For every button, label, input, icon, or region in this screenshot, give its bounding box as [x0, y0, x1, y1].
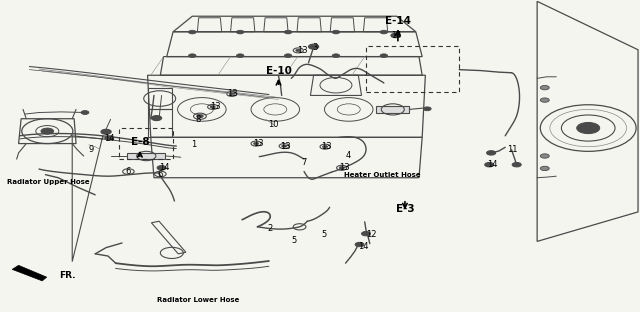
Circle shape	[512, 163, 521, 167]
Text: 2: 2	[268, 224, 273, 232]
Text: 5: 5	[291, 236, 296, 245]
Text: 13: 13	[280, 142, 291, 151]
Circle shape	[484, 163, 493, 167]
Text: E-14: E-14	[385, 16, 411, 26]
Text: FR.: FR.	[60, 271, 76, 280]
Text: 13: 13	[210, 102, 221, 111]
Polygon shape	[127, 153, 166, 159]
Text: 13: 13	[339, 163, 350, 172]
Circle shape	[380, 54, 388, 57]
Text: Radiator Upper Hose: Radiator Upper Hose	[7, 179, 90, 185]
Circle shape	[282, 145, 287, 147]
Bar	[366, 46, 460, 92]
Circle shape	[101, 129, 111, 134]
Circle shape	[157, 166, 166, 170]
Text: 10: 10	[268, 120, 278, 129]
Circle shape	[196, 115, 203, 118]
Circle shape	[41, 128, 54, 134]
Circle shape	[486, 151, 495, 155]
Circle shape	[540, 98, 549, 102]
Circle shape	[391, 33, 400, 38]
Circle shape	[284, 54, 292, 57]
Circle shape	[229, 93, 234, 95]
Circle shape	[424, 107, 431, 111]
Text: 6: 6	[125, 167, 131, 176]
Text: 14: 14	[392, 31, 402, 40]
Polygon shape	[376, 106, 410, 113]
Circle shape	[323, 145, 328, 148]
Circle shape	[540, 85, 549, 90]
Circle shape	[105, 136, 114, 140]
Text: 14: 14	[159, 163, 170, 172]
Text: 9: 9	[89, 145, 94, 154]
Circle shape	[339, 167, 344, 169]
Text: 11: 11	[507, 145, 518, 154]
Circle shape	[540, 166, 549, 171]
Text: 7: 7	[301, 158, 306, 167]
Text: 3: 3	[312, 43, 317, 52]
Text: Radiator Lower Hose: Radiator Lower Hose	[157, 296, 240, 303]
Text: 13: 13	[253, 139, 264, 148]
Text: 13: 13	[227, 89, 238, 98]
Circle shape	[284, 30, 292, 34]
Circle shape	[236, 30, 244, 34]
Text: 4: 4	[346, 152, 351, 160]
Circle shape	[152, 116, 162, 121]
Text: 12: 12	[366, 230, 376, 239]
Circle shape	[332, 54, 340, 57]
Circle shape	[210, 106, 215, 108]
Circle shape	[188, 30, 196, 34]
Circle shape	[362, 232, 371, 236]
Circle shape	[253, 142, 259, 145]
Text: 14: 14	[358, 241, 369, 251]
Circle shape	[81, 111, 89, 115]
Polygon shape	[12, 265, 47, 281]
Text: 5: 5	[321, 230, 326, 239]
Text: E-8: E-8	[131, 137, 149, 147]
Circle shape	[188, 54, 196, 57]
Circle shape	[332, 30, 340, 34]
Text: E-10: E-10	[266, 66, 291, 76]
Text: 6: 6	[157, 170, 163, 179]
Circle shape	[577, 122, 600, 134]
Circle shape	[236, 54, 244, 57]
Circle shape	[308, 44, 319, 49]
Text: E-3: E-3	[396, 204, 414, 214]
Text: 13: 13	[321, 142, 332, 151]
Circle shape	[540, 154, 549, 158]
Circle shape	[380, 30, 388, 34]
Circle shape	[355, 242, 364, 247]
Circle shape	[296, 49, 301, 51]
Text: 1: 1	[191, 140, 196, 149]
Text: Heater Outlet Hose: Heater Outlet Hose	[344, 172, 421, 178]
Text: 14: 14	[104, 134, 115, 144]
Text: 14: 14	[487, 160, 498, 169]
Text: 13: 13	[297, 46, 308, 55]
Bar	[119, 128, 173, 159]
Text: 8: 8	[195, 115, 201, 124]
